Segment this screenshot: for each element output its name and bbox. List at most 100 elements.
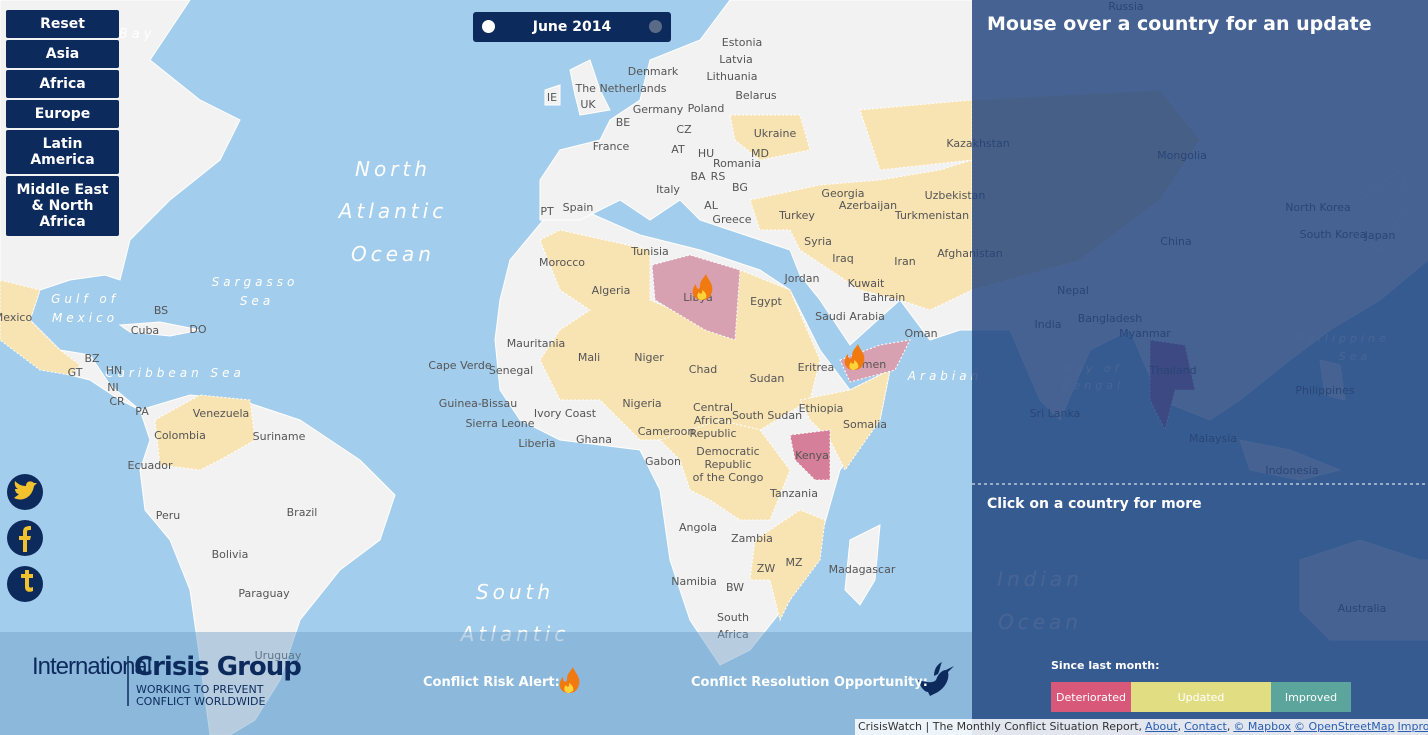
country-label: BE xyxy=(616,116,631,129)
country-label: Suriname xyxy=(253,430,306,443)
country-label: Angola xyxy=(679,521,717,534)
link[interactable]: © Mapbox xyxy=(1233,720,1291,733)
link[interactable]: About xyxy=(1145,720,1178,733)
legend-band xyxy=(0,632,972,735)
ocean-label: Sargasso xyxy=(212,275,299,289)
ocean-label: Caribbean Sea xyxy=(105,366,245,380)
country-label: Jordan xyxy=(784,272,820,285)
country-label: Zambia xyxy=(731,532,773,545)
country-label: Tunisia xyxy=(630,245,669,258)
country-label: France xyxy=(593,140,630,153)
region-button[interactable]: Asia xyxy=(6,40,119,68)
country-label: Paraguay xyxy=(238,587,290,600)
country-label: PA xyxy=(135,405,149,418)
country-label: Ukraine xyxy=(754,127,797,140)
country-label: Saudi Arabia xyxy=(815,310,885,323)
since-label: Since last month: xyxy=(1051,659,1160,672)
country-label: Italy xyxy=(656,183,680,196)
country-label: DO xyxy=(189,323,206,336)
country-label: Brazil xyxy=(287,506,318,519)
country-label: Somalia xyxy=(843,418,887,431)
country-label: Mali xyxy=(578,351,600,364)
country-label: NI xyxy=(107,381,118,394)
country-label: Republic xyxy=(704,458,751,471)
country-label: Madagascar xyxy=(829,563,896,576)
country-label: Turkey xyxy=(778,209,815,222)
logo-line1: International xyxy=(32,653,152,680)
link[interactable]: © OpenStreetMap xyxy=(1293,720,1395,733)
country-label: UK xyxy=(580,98,596,111)
region-button[interactable]: Europe xyxy=(6,100,119,128)
country-label: PT xyxy=(540,205,554,218)
ocean-label: Ocean xyxy=(351,242,435,266)
date-label: June 2014 xyxy=(532,19,612,35)
country-label: Morocco xyxy=(539,256,585,269)
region-button[interactable]: Reset xyxy=(6,10,119,38)
country-label: of the Congo xyxy=(693,471,764,484)
info-panel xyxy=(972,0,1428,735)
country-label: Tanzania xyxy=(769,487,818,500)
country-label: Cameroon xyxy=(638,425,695,438)
country-label: CZ xyxy=(676,123,692,136)
ocean-label: Gulf of xyxy=(51,292,119,306)
country-label: The Netherlands xyxy=(574,82,666,95)
country-label: Romania xyxy=(713,157,761,170)
legend-icons xyxy=(559,662,954,696)
country-label: Niger xyxy=(634,351,664,364)
country-label: MZ xyxy=(785,556,802,569)
country-label: AT xyxy=(671,143,685,156)
region-button[interactable]: Africa xyxy=(6,70,119,98)
country-label: Ivory Coast xyxy=(534,407,597,420)
country-label: Denmark xyxy=(628,65,679,78)
region-button[interactable]: Middle East & North Africa xyxy=(6,176,119,236)
country-label: Cuba xyxy=(131,324,159,337)
logo-tagline1: WORKING TO PREVENT xyxy=(136,683,264,696)
legend-item: Improved xyxy=(1271,682,1351,712)
fire-icons xyxy=(692,274,865,370)
country-label: Nigeria xyxy=(622,397,661,410)
country-label: Uzbekistan xyxy=(925,189,986,202)
ocean-label: Sea xyxy=(240,294,274,308)
country-label: Egypt xyxy=(750,295,782,308)
country-label: Kuwait xyxy=(848,277,885,290)
legend-item: Updated xyxy=(1131,682,1271,712)
country-label: Azerbaijan xyxy=(839,199,897,212)
country-label: Liberia xyxy=(518,437,555,450)
country-label: ZW xyxy=(757,562,776,575)
logo-tagline2: CONFLICT WORLDWIDE xyxy=(136,695,266,708)
country-label: Spain xyxy=(563,201,594,214)
country-label: Uruguay xyxy=(255,649,302,662)
legend-item: Deteriorated xyxy=(1051,682,1131,712)
country-label: Ethiopia xyxy=(799,402,844,415)
country-label: AL xyxy=(704,199,719,212)
country-label: Democratic xyxy=(696,445,759,458)
country-label: Venezuela xyxy=(193,407,250,420)
country-label: Guinea-Bissau xyxy=(439,397,517,410)
date-control: June 2014 xyxy=(473,12,671,42)
ocean-label: South xyxy=(476,580,554,604)
country-label: African xyxy=(694,414,732,427)
attribution-text: CrisisWatch | The Monthly Conflict Situa… xyxy=(858,720,1143,733)
country-label: Poland xyxy=(688,102,725,115)
logo-line2: Crisis Group xyxy=(134,652,302,682)
country-label: GT xyxy=(68,366,83,379)
ocean-label: Atlantic xyxy=(459,622,569,646)
country-label: Latvia xyxy=(719,53,753,66)
next-month[interactable] xyxy=(649,20,662,33)
ocean-label: Bay xyxy=(119,27,156,42)
country-label: BZ xyxy=(84,352,100,365)
social-icons xyxy=(7,474,43,602)
link[interactable]: Contact xyxy=(1184,720,1227,733)
country-label: Mauritania xyxy=(507,337,566,350)
country-label: MD xyxy=(751,147,769,160)
link[interactable]: Improve this map xyxy=(1397,720,1428,733)
region-button[interactable]: Latin America xyxy=(6,130,119,174)
prev-month[interactable] xyxy=(482,20,495,33)
country-label: Ghana xyxy=(576,433,612,446)
country-label: Turkmenistan xyxy=(894,209,969,222)
country-label: Senegal xyxy=(489,364,533,377)
country-label: Algeria xyxy=(592,284,631,297)
country-label: Bolivia xyxy=(212,548,249,561)
country-label: Georgia xyxy=(821,187,864,200)
